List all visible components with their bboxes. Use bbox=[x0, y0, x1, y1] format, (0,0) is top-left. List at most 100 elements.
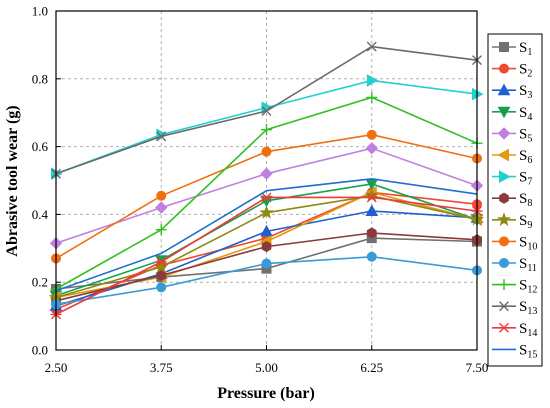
legend-label-sub: 6 bbox=[527, 155, 532, 166]
legend-label-main: S bbox=[519, 40, 527, 56]
legend-label-main: S bbox=[519, 234, 527, 250]
series-s10 bbox=[51, 129, 482, 264]
legend-label: S15 bbox=[519, 342, 537, 360]
data-point bbox=[261, 124, 272, 136]
legend-label-main: S bbox=[519, 170, 527, 186]
legend-label: S3 bbox=[519, 83, 532, 101]
y-axis-title: Abrasive tool wear (g) bbox=[4, 105, 21, 256]
data-point bbox=[260, 224, 273, 237]
legend-label: S5 bbox=[519, 126, 532, 144]
y-tick-label: 1.0 bbox=[32, 4, 48, 19]
legend-item-s2: S2 bbox=[492, 62, 532, 80]
legend-label: S2 bbox=[519, 62, 532, 80]
legend-label: S8 bbox=[519, 191, 532, 209]
legend-marker bbox=[496, 212, 512, 226]
x-tick-label: 2.50 bbox=[45, 360, 68, 375]
legend-label-main: S bbox=[519, 321, 527, 337]
legend-marker bbox=[497, 148, 509, 162]
series-s12 bbox=[50, 91, 483, 295]
data-point bbox=[366, 41, 377, 52]
legend-marker bbox=[499, 170, 511, 183]
y-tick-label: 0.4 bbox=[32, 207, 49, 222]
data-point bbox=[366, 74, 379, 87]
y-tick-label: 0.8 bbox=[32, 71, 48, 86]
legend-label-main: S bbox=[519, 105, 527, 121]
legend-label-sub: 11 bbox=[527, 263, 537, 274]
legend-marker bbox=[497, 83, 511, 96]
legend-box bbox=[487, 33, 543, 367]
legend-label-main: S bbox=[519, 256, 527, 272]
legend-marker bbox=[499, 42, 509, 52]
legend-label-sub: 5 bbox=[527, 133, 532, 144]
legend-item-s5: S5 bbox=[492, 126, 532, 144]
series-s15 bbox=[55, 177, 478, 292]
data-point bbox=[366, 91, 378, 103]
legend-label: S10 bbox=[519, 234, 537, 252]
legend-item-s12: S12 bbox=[492, 278, 537, 296]
data-point bbox=[366, 251, 377, 262]
legend-label: S13 bbox=[519, 299, 537, 317]
legend-label: S14 bbox=[519, 321, 537, 339]
legend-label-sub: 13 bbox=[527, 306, 537, 317]
data-point bbox=[156, 282, 167, 293]
series-s11 bbox=[51, 251, 482, 310]
legend-item-s9: S9 bbox=[492, 212, 532, 231]
legend-label: S12 bbox=[519, 278, 537, 296]
legend-label-main: S bbox=[519, 191, 527, 207]
legend-marker bbox=[497, 127, 511, 140]
x-tick-label: 3.75 bbox=[150, 360, 173, 375]
y-tick-label: 0.6 bbox=[32, 139, 49, 154]
legend-label-main: S bbox=[519, 83, 527, 99]
legend-item-s4: S4 bbox=[492, 105, 532, 123]
legend-label-sub: 7 bbox=[527, 177, 532, 188]
data-point bbox=[365, 142, 379, 155]
legend-label-sub: 1 bbox=[527, 47, 532, 58]
legend-marker bbox=[499, 63, 509, 74]
y-tick-label: 0.0 bbox=[32, 343, 48, 358]
legend-marker bbox=[499, 258, 509, 268]
legend-marker bbox=[499, 236, 509, 247]
legend-label-main: S bbox=[519, 62, 527, 78]
legend-item-s13: S13 bbox=[492, 299, 537, 317]
x-tick-label: 7.50 bbox=[466, 360, 489, 375]
legend-item-s1: S1 bbox=[492, 40, 532, 58]
series-s13 bbox=[51, 41, 482, 179]
legend-label: S7 bbox=[519, 170, 532, 188]
data-point bbox=[154, 259, 169, 273]
grid bbox=[56, 11, 477, 350]
data-point bbox=[366, 227, 377, 239]
data-point bbox=[155, 201, 168, 214]
data-point bbox=[261, 106, 272, 116]
x-tick-label: 5.00 bbox=[255, 360, 278, 375]
legend-marker bbox=[499, 301, 509, 312]
legend-item-s8: S8 bbox=[492, 191, 532, 209]
legend-marker bbox=[499, 192, 509, 204]
legend-item-s15: S15 bbox=[492, 342, 537, 360]
legend-item-s7: S7 bbox=[492, 170, 532, 188]
series-s14 bbox=[50, 192, 483, 320]
legend-item-s14: S14 bbox=[492, 321, 537, 339]
data-point bbox=[156, 190, 167, 201]
axes: 2.50 3.75 5.00 6.25 7.50 0.0 0.2 0.4 0.6 0.8 1.0 bbox=[32, 4, 489, 376]
legend-label: S6 bbox=[519, 148, 532, 166]
series-layer bbox=[48, 41, 485, 320]
legend-label: S9 bbox=[519, 213, 532, 231]
y-tick-label: 0.2 bbox=[32, 275, 48, 290]
data-point bbox=[365, 204, 379, 216]
legend-marker bbox=[497, 106, 511, 119]
data-point bbox=[261, 146, 272, 157]
legend-marker bbox=[498, 322, 510, 333]
legend-label-main: S bbox=[519, 148, 527, 164]
legend-label: S11 bbox=[519, 256, 537, 274]
legend-label-sub: 12 bbox=[527, 285, 537, 296]
legend-label: S1 bbox=[519, 40, 532, 58]
legend-label: S4 bbox=[519, 105, 532, 123]
data-point bbox=[155, 224, 167, 236]
data-point bbox=[156, 131, 167, 142]
data-point bbox=[261, 192, 272, 203]
legend-label-main: S bbox=[519, 126, 527, 142]
legend-label-sub: 3 bbox=[527, 90, 532, 101]
legend-marker bbox=[498, 279, 510, 291]
